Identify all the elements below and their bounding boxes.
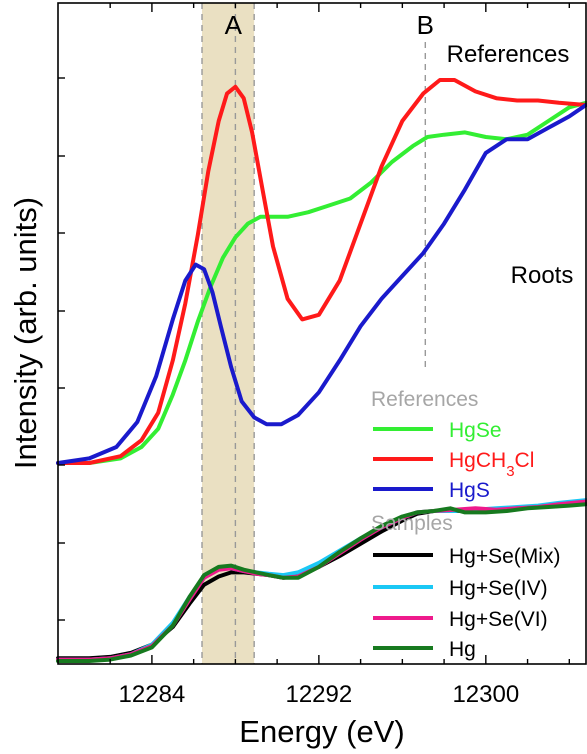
- y-axis-title: Intensity (arb. units): [8, 197, 43, 469]
- legend-label-hgch3cl-end: Cl: [515, 449, 535, 472]
- legend-label-hgch3cl-main: HgCH: [449, 449, 506, 472]
- x-tick-label-12292: 12292: [285, 681, 352, 708]
- legend-label-hg: Hg: [449, 638, 476, 661]
- legend-heading-references: References: [371, 388, 478, 411]
- series-line-hgs: [56, 103, 587, 465]
- legend-label-vi: Hg+Se(VI): [449, 608, 548, 631]
- reference-dashed-lines: [201, 3, 427, 664]
- marker-label-a: A: [225, 10, 243, 40]
- legend-heading-samples: Samples: [371, 512, 453, 535]
- axis-ticks: 12284 12292 12300: [58, 3, 571, 708]
- spectra-series: [56, 78, 587, 663]
- legend-label-mix: Hg+Se(Mix): [449, 545, 560, 568]
- legend-label-hgch3cl-sub: 3: [506, 463, 514, 480]
- legend-label-hgs: HgS: [449, 479, 490, 502]
- legend-label-hgse: HgSe: [449, 419, 502, 442]
- series-line-hgse: [56, 100, 587, 465]
- series-line-hg: [56, 502, 587, 663]
- legend: References HgSe HgCH3Cl HgS Samples Hg+S…: [371, 388, 560, 661]
- x-axis-title: Energy (eV): [239, 714, 404, 749]
- plot-frame: [57, 2, 587, 665]
- series-line-hgch3cl: [56, 78, 587, 465]
- marker-label-b: B: [417, 10, 434, 40]
- x-tick-label-12284: 12284: [119, 681, 186, 708]
- legend-label-hgch3cl: HgCH3Cl: [449, 449, 534, 480]
- annotation-roots: Roots: [511, 262, 574, 289]
- annotation-references: References: [447, 41, 570, 68]
- x-tick-label-12300: 12300: [452, 681, 519, 708]
- legend-label-iv: Hg+Se(IV): [449, 577, 548, 600]
